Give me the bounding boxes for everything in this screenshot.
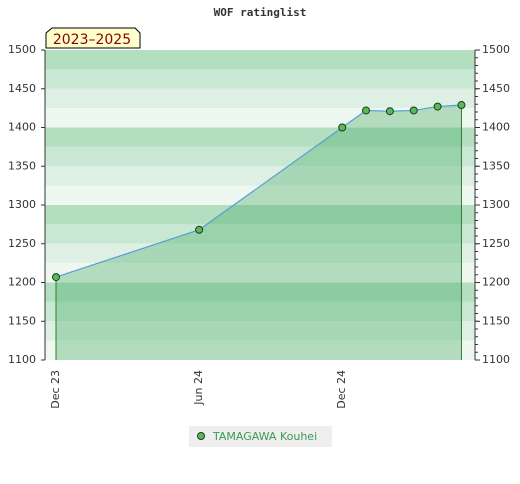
legend-marker [197, 432, 205, 440]
y-tick-label: 1350 [8, 159, 36, 172]
background-stripe [45, 321, 475, 341]
point [52, 273, 60, 282]
point [195, 225, 204, 234]
point [385, 107, 394, 116]
y2-tick-label: 1350 [482, 159, 510, 172]
background-stripe [45, 146, 475, 167]
y-tick-label: 1300 [8, 198, 36, 211]
y2-tick-label: 1150 [482, 314, 510, 327]
chart-title: WOF ratinglist [214, 6, 307, 19]
y-tick-label: 1100 [8, 353, 36, 366]
badge: 2023–2025 [53, 32, 131, 48]
y-tick-label: 1400 [8, 121, 36, 134]
y-tick-label: 1450 [8, 82, 36, 95]
legend-label: TAMAGAWA Kouhei [212, 430, 317, 443]
badge-box [45, 27, 141, 49]
y2-tick-label: 1500 [482, 43, 510, 56]
background-stripe [45, 243, 475, 264]
background-stripe [45, 185, 475, 205]
y-tick-label: 1500 [8, 43, 36, 56]
background-stripe [45, 88, 475, 109]
point [433, 102, 442, 111]
y2-tick-label: 1450 [482, 82, 510, 95]
x-tick-label: Dec 24 [335, 370, 348, 409]
background-stripe [45, 263, 475, 283]
y-tick-label: 1250 [8, 237, 36, 250]
y2-tick-label: 1100 [482, 353, 510, 366]
legend-box [189, 426, 332, 447]
area [56, 105, 462, 361]
y2-tick-label: 1300 [482, 198, 510, 211]
point [457, 101, 466, 110]
background-stripe [45, 301, 475, 322]
point [362, 106, 371, 115]
background-stripe [45, 50, 475, 70]
background-stripe [45, 282, 475, 302]
background-stripe [45, 69, 475, 89]
background-stripe [45, 340, 475, 360]
background-stripe [45, 166, 475, 186]
plot-area [45, 50, 475, 361]
x-tick-label: Jun 24 [192, 370, 205, 406]
background-stripe [45, 127, 475, 147]
y-tick-label: 1150 [8, 314, 36, 327]
y2-tick-label: 1200 [482, 276, 510, 289]
point [338, 123, 347, 132]
point [409, 106, 418, 115]
x-tick-label: Dec 23 [49, 370, 62, 409]
y-tick-label: 1200 [8, 276, 36, 289]
background-stripe [45, 224, 475, 244]
y2-tick-label: 1400 [482, 121, 510, 134]
background-stripe [45, 205, 475, 225]
y2-tick-label: 1250 [482, 237, 510, 250]
series-line [55, 104, 462, 278]
